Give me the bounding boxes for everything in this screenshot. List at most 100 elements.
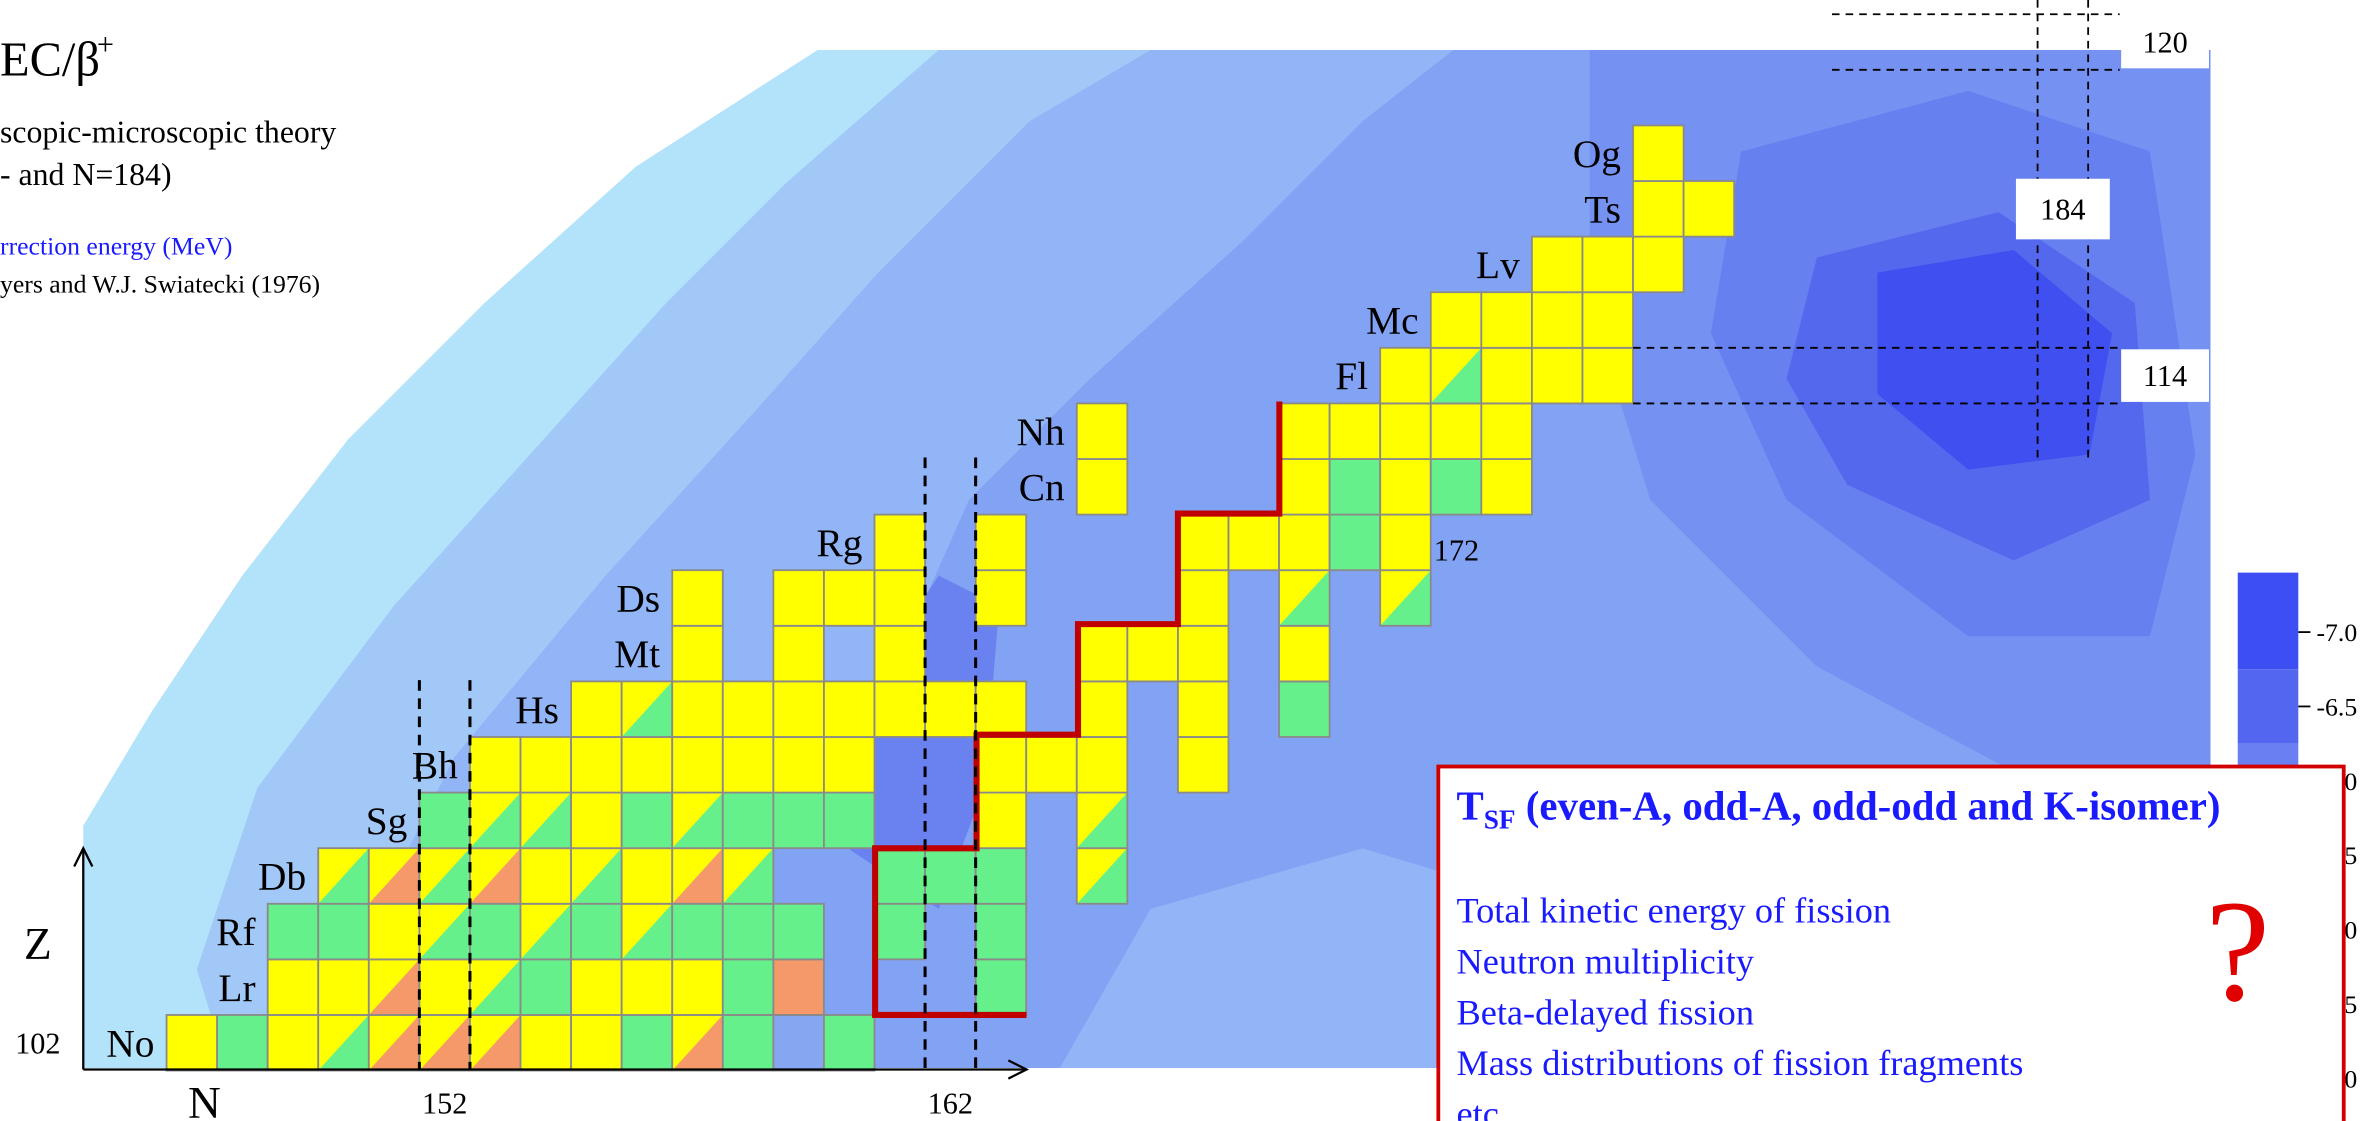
nuclide-cell bbox=[367, 958, 421, 1016]
nuclide-cell bbox=[671, 569, 724, 627]
nuclide-cell bbox=[620, 680, 674, 738]
nuclide-cell bbox=[1278, 680, 1331, 738]
y-axis-label: Z bbox=[24, 919, 52, 969]
cell-half bbox=[419, 848, 470, 904]
nuclide-cell bbox=[418, 902, 471, 961]
subtitle: - and N=184) bbox=[0, 157, 172, 192]
cell-half bbox=[621, 681, 673, 737]
nuclide-cell bbox=[823, 791, 876, 850]
nuclide-cell bbox=[1581, 291, 1634, 349]
magic-label-bg bbox=[2121, 349, 2209, 402]
cell-fill bbox=[1076, 681, 1128, 737]
nuclide-cell bbox=[671, 958, 724, 1016]
nuclide-cell bbox=[418, 847, 471, 905]
nuclide-cell bbox=[1480, 291, 1533, 349]
cell-fill bbox=[722, 903, 774, 960]
nuclide-cell bbox=[721, 958, 775, 1016]
nuclide-cell bbox=[1025, 736, 1078, 794]
nuclide-cell bbox=[974, 680, 1028, 738]
nuclide-cell bbox=[1075, 847, 1129, 905]
cell-half bbox=[419, 1014, 470, 1071]
cell-half bbox=[672, 1014, 723, 1071]
nuclide-cell bbox=[469, 736, 522, 794]
element-label: Lv bbox=[1476, 243, 1520, 287]
cell-fill bbox=[975, 681, 1027, 737]
cell-fill bbox=[1076, 736, 1128, 793]
nuclide-cell bbox=[1480, 458, 1533, 516]
nuclide-cell bbox=[1328, 513, 1382, 572]
nuclide-cell bbox=[1075, 624, 1129, 683]
nuclide-cell bbox=[620, 791, 674, 850]
contour bbox=[1877, 249, 2113, 470]
cell-fill bbox=[1177, 681, 1229, 737]
nuclide-cell bbox=[570, 680, 623, 738]
cell-fill bbox=[975, 792, 1027, 849]
cell-half bbox=[318, 1014, 369, 1071]
nuclide-cell bbox=[418, 791, 471, 850]
cell-fill bbox=[1633, 181, 1684, 237]
nuclide-cell bbox=[1379, 569, 1432, 627]
cell-fill bbox=[722, 736, 774, 793]
y-tick-label: 102 bbox=[15, 1026, 60, 1060]
cell-border bbox=[1682, 180, 1736, 238]
magic-label-bg bbox=[2015, 178, 2110, 240]
cell-fill bbox=[773, 736, 824, 793]
nuclide-cell bbox=[519, 1014, 573, 1072]
cell-fill bbox=[1329, 459, 1381, 515]
cell-fill bbox=[621, 1014, 673, 1071]
nuclide-cell bbox=[1278, 624, 1331, 683]
cell-half bbox=[1076, 848, 1128, 904]
cell-half bbox=[621, 903, 673, 960]
cell-half bbox=[672, 792, 723, 849]
nuclide-cell bbox=[1177, 624, 1230, 683]
subtitle: scopic-microscopic theory bbox=[0, 114, 336, 149]
cell-fill bbox=[874, 625, 926, 682]
nuclide-cell bbox=[772, 958, 825, 1016]
box-title-rest: (even-A, odd-A, odd-odd and K-isomer) bbox=[1516, 784, 2221, 829]
box-item: Total kinetic energy of fission bbox=[1456, 891, 1891, 931]
nuclide-cell bbox=[671, 791, 724, 850]
cell-fill bbox=[571, 903, 622, 960]
cell-fill bbox=[925, 848, 976, 904]
cell-fill bbox=[318, 959, 369, 1015]
cell-fill bbox=[1076, 625, 1128, 682]
cell-fill bbox=[1177, 736, 1229, 793]
nuclide-cell bbox=[1227, 513, 1280, 572]
cell-fill bbox=[621, 736, 673, 793]
x-axis-label: N bbox=[188, 1078, 221, 1121]
nuclide-cell bbox=[823, 680, 876, 738]
cell-fill bbox=[571, 959, 622, 1015]
nuclide-cell bbox=[1278, 513, 1331, 572]
nuclide-cell bbox=[1682, 180, 1736, 238]
element-label: Og bbox=[1573, 132, 1621, 176]
nuclide-cell bbox=[1126, 624, 1179, 683]
nuclide-cell bbox=[671, 902, 724, 961]
nuclide-cell bbox=[671, 1014, 724, 1072]
nuclide-cell bbox=[974, 513, 1028, 572]
cell-border bbox=[1632, 124, 1685, 182]
nuclide-cell bbox=[1177, 513, 1230, 572]
element-label: Rg bbox=[816, 521, 862, 565]
nuclide-cell bbox=[570, 736, 623, 794]
element-label: Nh bbox=[1017, 410, 1065, 454]
nuclide-cell bbox=[924, 847, 977, 905]
cell-fill bbox=[1633, 236, 1684, 293]
cell-fill bbox=[1531, 236, 1583, 293]
cell-fill bbox=[672, 736, 723, 793]
nuclide-cell bbox=[721, 736, 775, 794]
nuclide-cell bbox=[772, 902, 825, 961]
element-label: Mc bbox=[1366, 299, 1418, 343]
cell-half bbox=[368, 1014, 420, 1071]
element-label: Cn bbox=[1019, 465, 1065, 509]
cell-fill bbox=[1279, 459, 1330, 515]
guides: 114 120 184 bbox=[417, 0, 2209, 1070]
info-box-frame bbox=[1436, 764, 2346, 1121]
cell-fill bbox=[672, 959, 723, 1015]
nuclide-cell bbox=[1177, 680, 1230, 738]
reference: yers and W.J. Swiatecki (1976) bbox=[0, 269, 320, 298]
nuclide-cell bbox=[570, 958, 623, 1016]
cell-fill bbox=[1026, 736, 1077, 793]
cell-fill bbox=[1076, 403, 1128, 460]
nuclide-cell bbox=[1278, 402, 1331, 460]
nuclide-cell bbox=[317, 902, 370, 961]
